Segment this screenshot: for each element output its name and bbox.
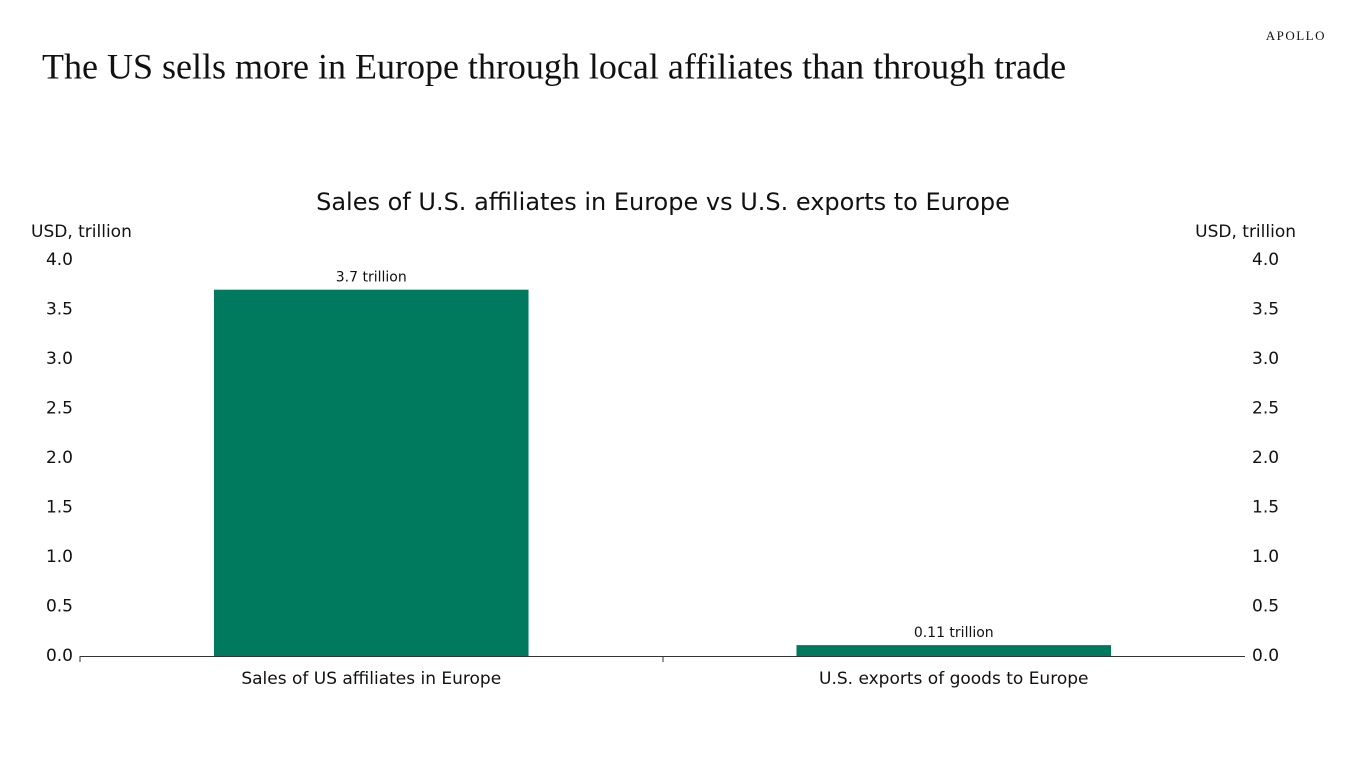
brand: APOLLO [1266,28,1326,43]
y2-tick-label: 0.0 [1252,646,1279,666]
value-label: 0.11 trillion [914,625,994,641]
chart-title: Sales of U.S. affiliates in Europe vs U.… [316,188,1010,216]
y-tick-label: 1.5 [46,498,73,518]
page-title: The US sells more in Europe through loca… [42,46,1066,86]
y2-tick-label: 2.5 [1252,399,1279,419]
y-tick-label: 4.0 [46,250,73,270]
x-tick-label: U.S. exports of goods to Europe [819,669,1088,689]
y2-tick-label: 1.0 [1252,547,1279,567]
value-label: 3.7 trillion [336,270,407,286]
x-tick-label: Sales of US affiliates in Europe [241,669,501,689]
y-tick-label: 2.5 [46,399,73,419]
y-tick-label: 3.5 [46,300,73,320]
y-tick-label: 0.5 [46,597,73,617]
y2-tick-label: 1.5 [1252,498,1279,518]
y-tick-label: 0.0 [46,646,73,666]
bar [796,645,1112,656]
y-tick-label: 1.0 [46,547,73,567]
y-tick-label: 3.0 [46,349,73,369]
y2-tick-label: 4.0 [1252,250,1279,270]
y-tick-label: 2.0 [46,448,73,468]
y2-tick-label: 2.0 [1252,448,1279,468]
y2-tick-label: 0.5 [1252,597,1279,617]
y-axis-label: USD, trillion [31,222,132,242]
y2-axis-label: USD, trillion [1195,222,1296,242]
y2-tick-label: 3.5 [1252,300,1279,320]
bar [213,289,529,656]
y2-tick-label: 3.0 [1252,349,1279,369]
